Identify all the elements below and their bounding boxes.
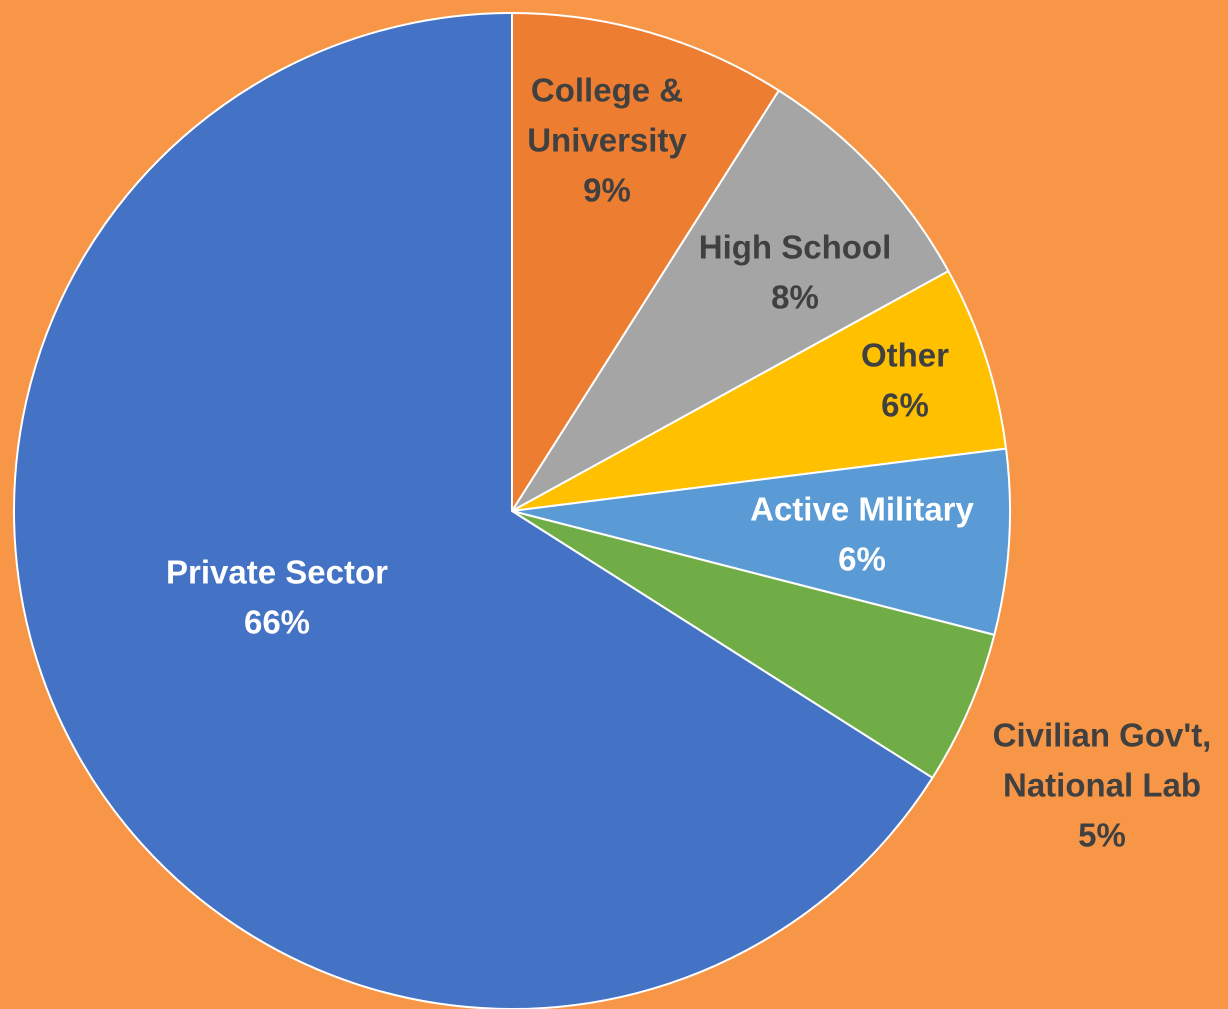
- slices-layer: [13, 12, 1011, 1009]
- slice-label-line: 8%: [771, 279, 819, 316]
- slice-label-line: 5%: [1078, 817, 1126, 854]
- pie-slice-college-university: [511, 12, 780, 512]
- slice-label-line: University: [527, 122, 687, 159]
- pie-slice-private-sector: [13, 12, 934, 1009]
- slice-label-line: 9%: [583, 172, 631, 209]
- slice-label-other: Other 6%: [861, 337, 949, 424]
- slice-label-line: Other: [861, 337, 949, 374]
- pie-slice-high-school: [511, 89, 950, 512]
- slice-label-high-school: High School 8%: [699, 229, 892, 316]
- slice-label-line: College &: [531, 72, 683, 109]
- slice-label-line: Private Sector: [166, 554, 388, 591]
- slice-label-line: 6%: [838, 541, 886, 578]
- pie-slice-civilian-gov-t-national-lab: [511, 510, 996, 779]
- slice-label-private-sector: Private Sector 66%: [166, 554, 388, 641]
- slice-label-line: National Lab: [1003, 767, 1201, 804]
- slice-label-college-university: College & University 9%: [527, 72, 687, 209]
- pie-slice-active-military: [511, 447, 1011, 636]
- slice-label-civilian-gov-t-national-lab: Civilian Gov't, National Lab 5%: [993, 717, 1212, 854]
- slice-label-line: Civilian Gov't,: [993, 717, 1212, 754]
- slice-label-line: High School: [699, 229, 892, 266]
- pie-slice-other: [511, 270, 1008, 512]
- slice-label-line: 6%: [881, 387, 929, 424]
- slice-label-active-military: Active Military 6%: [750, 491, 974, 578]
- slice-label-line: Active Military: [750, 491, 974, 528]
- slice-label-line: 66%: [244, 604, 310, 641]
- labels-layer: College & University 9% High School 8% Other 6…: [166, 72, 1211, 854]
